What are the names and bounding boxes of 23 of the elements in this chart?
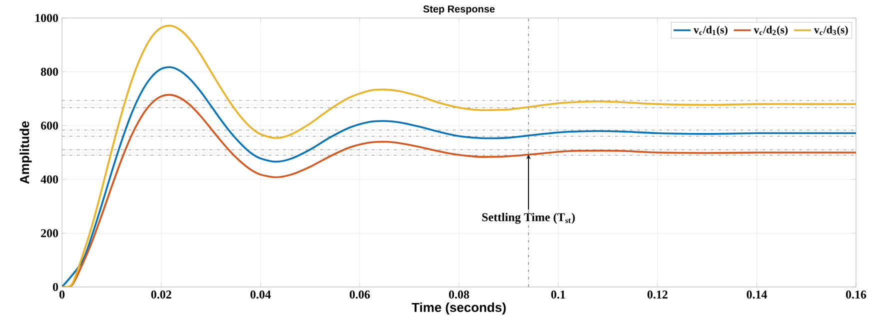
- legend-label: v$_{c}$/d$_{1}$(s): [694, 26, 728, 36]
- y-tick-label: 600: [40, 122, 58, 130]
- x-tick-label: 0.02: [151, 290, 172, 299]
- x-tick-label: 0.14: [746, 290, 767, 299]
- x-tick-label: 0.1: [551, 290, 566, 299]
- x-tick-label: 0: [59, 290, 65, 299]
- legend-label: v$_{c}$/d$_{2}$(s): [754, 26, 788, 36]
- annotation: Settling Time (T$_{st}$): [482, 212, 575, 224]
- y-tick-label: 1000: [36, 14, 58, 22]
- line-series: [62, 24, 856, 287]
- y-tick-label: 800: [40, 68, 58, 76]
- chart-title: Step Response: [423, 5, 495, 14]
- x-axis-title: Time (seconds): [412, 302, 506, 315]
- x-tick-label: 0.12: [648, 290, 668, 299]
- legend-label: v$_{c}$/d$_{3}$(s): [814, 26, 848, 36]
- x-tick-label: 0.16: [846, 290, 866, 299]
- x-tick-label: 0.06: [350, 290, 370, 299]
- y-tick-label: 0: [52, 282, 58, 292]
- y-tick-label: 200: [41, 229, 58, 238]
- x-tick-label: 0.04: [250, 290, 271, 299]
- y-tick-label: 400: [40, 175, 58, 184]
- y-axis-title: Amplitude: [20, 121, 32, 184]
- x-tick-label: 0.08: [448, 290, 470, 299]
